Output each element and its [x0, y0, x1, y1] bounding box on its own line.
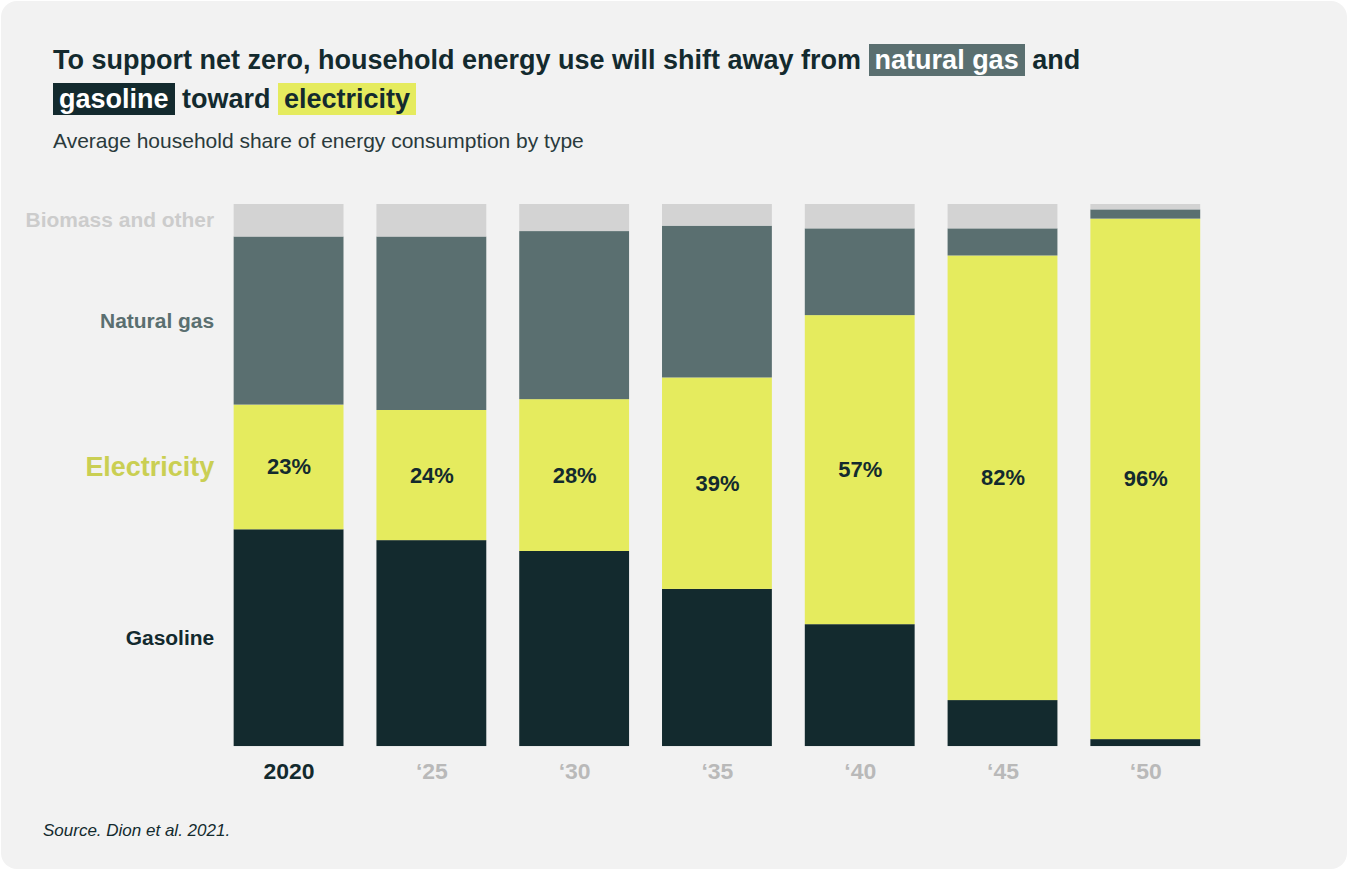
svg-text:28%: 28%: [553, 463, 597, 488]
html-text:To support net zero, household: To support net zero, household energy us…: [53, 45, 1081, 75]
svg-text:Natural gas: Natural gas: [100, 309, 214, 332]
svg-text:‘45: ‘45: [987, 758, 1019, 784]
svg-text:‘30: ‘30: [559, 758, 591, 784]
svg-text:82%: 82%: [981, 465, 1025, 490]
svg-text:Gasoline: Gasoline: [126, 626, 215, 649]
svg-text:‘50: ‘50: [1130, 758, 1162, 784]
svg-text:57%: 57%: [838, 457, 882, 482]
html-text:Average household share of ene: Average household share of energy consum…: [53, 129, 584, 152]
html-text:Source. Dion et al. 2021.: Source. Dion et al. 2021.: [43, 821, 231, 840]
svg-text:39%: 39%: [695, 471, 739, 496]
svg-text:24%: 24%: [410, 463, 454, 488]
svg-text:Electricity: Electricity: [85, 452, 214, 482]
svg-text:2020: 2020: [264, 758, 315, 784]
svg-text:‘40: ‘40: [844, 758, 876, 784]
svg-text:96%: 96%: [1124, 466, 1168, 491]
svg-text:Biomass and other: Biomass and other: [26, 208, 215, 231]
svg-text:‘25: ‘25: [416, 758, 448, 784]
svg-text:‘35: ‘35: [701, 758, 733, 784]
html-text:gasoline toward electricity: gasoline toward electricity: [59, 84, 411, 114]
svg-text:23%: 23%: [267, 454, 311, 479]
